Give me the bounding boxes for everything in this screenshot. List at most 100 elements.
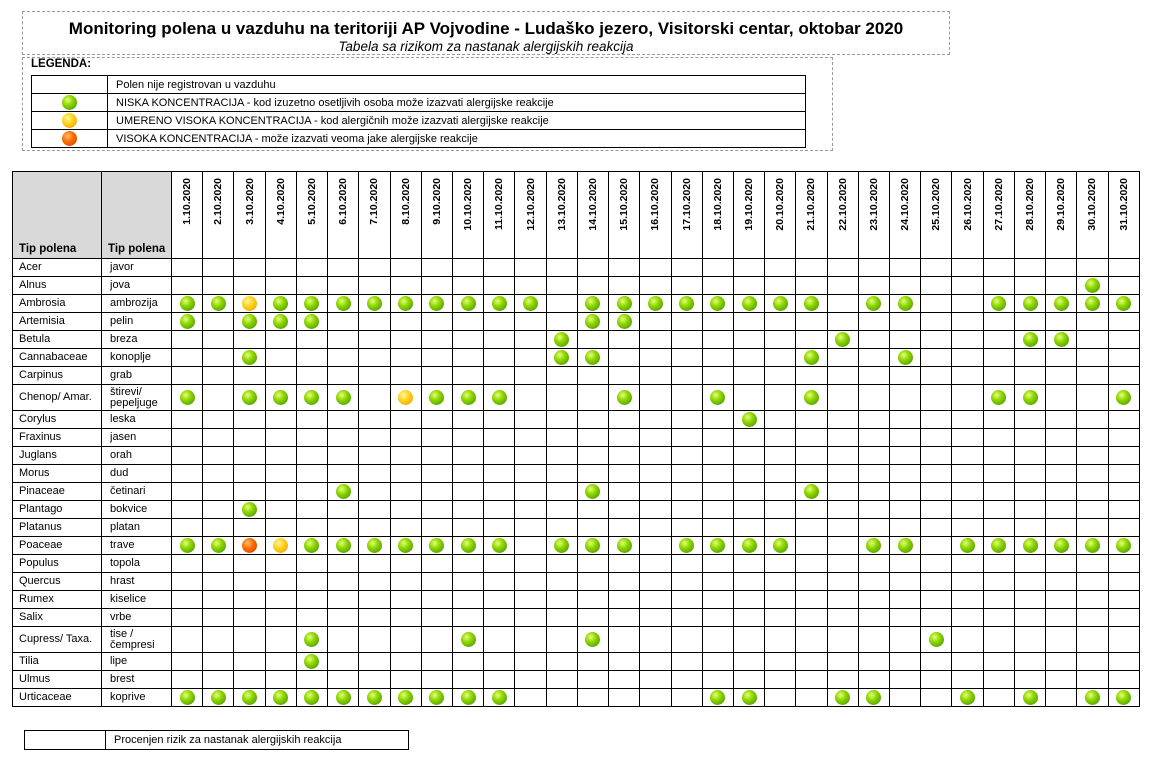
risk-cell bbox=[295, 258, 329, 277]
green-dot-icon bbox=[866, 296, 882, 311]
risk-cell bbox=[889, 294, 922, 313]
risk-cell bbox=[857, 608, 891, 627]
green-dot-icon bbox=[616, 390, 632, 405]
risk-cell bbox=[1045, 608, 1078, 627]
risk-cell bbox=[420, 428, 453, 447]
risk-cell bbox=[264, 554, 297, 573]
table-row: Populus topola bbox=[12, 554, 1141, 573]
date-header-cell: 18.10.2020 bbox=[701, 171, 734, 259]
risk-cell bbox=[576, 500, 610, 519]
risk-cell bbox=[826, 572, 859, 591]
risk-cell bbox=[295, 446, 329, 465]
risk-cell bbox=[358, 446, 391, 465]
pollen-latin-name: Rumex bbox=[12, 590, 102, 609]
risk-cell bbox=[1076, 330, 1109, 349]
date-header-cell: 5.10.2020 bbox=[295, 171, 329, 259]
risk-cell bbox=[764, 366, 797, 385]
risk-cell bbox=[857, 670, 891, 689]
green-dot-icon bbox=[273, 690, 289, 705]
risk-cell bbox=[420, 312, 453, 331]
yellow-dot-icon bbox=[62, 113, 77, 128]
risk-cell bbox=[420, 464, 453, 483]
green-dot-icon bbox=[179, 296, 195, 311]
risk-cell bbox=[764, 626, 797, 653]
risk-cell bbox=[982, 410, 1015, 429]
risk-cell bbox=[732, 410, 766, 429]
risk-cell bbox=[233, 554, 266, 573]
date-header-cell: 25.10.2020 bbox=[920, 171, 953, 259]
risk-cell bbox=[264, 518, 297, 537]
risk-cell bbox=[951, 428, 984, 447]
risk-cell bbox=[826, 536, 859, 555]
risk-cell bbox=[1013, 428, 1047, 447]
date-header-cell: 12.10.2020 bbox=[514, 171, 547, 259]
risk-cell bbox=[608, 366, 641, 385]
legend-symbol-cell bbox=[31, 75, 108, 94]
risk-cell bbox=[358, 330, 391, 349]
risk-cell bbox=[202, 258, 235, 277]
risk-cell bbox=[951, 554, 984, 573]
date-header-cell: 11.10.2020 bbox=[483, 171, 516, 259]
risk-cell bbox=[701, 446, 734, 465]
risk-cell bbox=[327, 410, 360, 429]
date-header: 24.10.2020 bbox=[899, 178, 912, 231]
date-header: 30.10.2020 bbox=[1086, 178, 1099, 231]
pollen-latin-name: Populus bbox=[12, 554, 102, 573]
risk-cell bbox=[951, 464, 984, 483]
risk-cell bbox=[170, 652, 204, 671]
green-dot-icon bbox=[710, 538, 726, 553]
risk-cell bbox=[389, 590, 422, 609]
risk-cell bbox=[1045, 294, 1078, 313]
risk-cell bbox=[826, 590, 859, 609]
green-dot-icon bbox=[1116, 390, 1132, 405]
risk-cell bbox=[795, 688, 828, 707]
risk-cell bbox=[170, 330, 204, 349]
risk-cell bbox=[233, 464, 266, 483]
green-dot-icon bbox=[1053, 538, 1069, 553]
risk-cell bbox=[732, 276, 766, 295]
pollen-latin-name: Cannabaceae bbox=[12, 348, 102, 367]
risk-cell bbox=[233, 294, 266, 313]
risk-cell bbox=[545, 536, 578, 555]
risk-cell bbox=[701, 410, 734, 429]
risk-cell bbox=[1076, 572, 1109, 591]
risk-cell bbox=[233, 258, 266, 277]
risk-cell bbox=[170, 348, 204, 367]
risk-cell bbox=[514, 410, 547, 429]
risk-cell bbox=[420, 652, 453, 671]
risk-cell bbox=[639, 554, 672, 573]
risk-cell bbox=[982, 518, 1015, 537]
risk-cell bbox=[670, 348, 703, 367]
risk-cell bbox=[264, 572, 297, 591]
risk-cell bbox=[451, 670, 485, 689]
risk-cell bbox=[764, 294, 797, 313]
risk-cell bbox=[608, 428, 641, 447]
risk-cell bbox=[327, 464, 360, 483]
risk-cell bbox=[295, 518, 329, 537]
risk-cell bbox=[920, 294, 953, 313]
risk-cell bbox=[670, 500, 703, 519]
risk-cell bbox=[1076, 384, 1109, 411]
pollen-local-name: štirevi/ pepeljuge bbox=[101, 384, 172, 411]
risk-cell bbox=[670, 428, 703, 447]
risk-cell bbox=[358, 348, 391, 367]
green-dot-icon bbox=[679, 296, 695, 311]
risk-cell bbox=[514, 554, 547, 573]
risk-cell bbox=[1045, 258, 1078, 277]
risk-cell bbox=[170, 446, 204, 465]
date-header: 17.10.2020 bbox=[680, 178, 693, 231]
risk-cell bbox=[295, 428, 329, 447]
risk-cell bbox=[701, 554, 734, 573]
green-dot-icon bbox=[710, 390, 726, 405]
risk-cell bbox=[514, 330, 547, 349]
risk-cell bbox=[389, 572, 422, 591]
risk-cell bbox=[545, 428, 578, 447]
risk-cell bbox=[295, 410, 329, 429]
risk-cell bbox=[608, 464, 641, 483]
risk-cell bbox=[514, 590, 547, 609]
risk-cell bbox=[295, 276, 329, 295]
date-header-cell: 7.10.2020 bbox=[358, 171, 391, 259]
risk-cell bbox=[202, 428, 235, 447]
risk-cell bbox=[327, 482, 360, 501]
pollen-local-name: kiselice bbox=[101, 590, 172, 609]
